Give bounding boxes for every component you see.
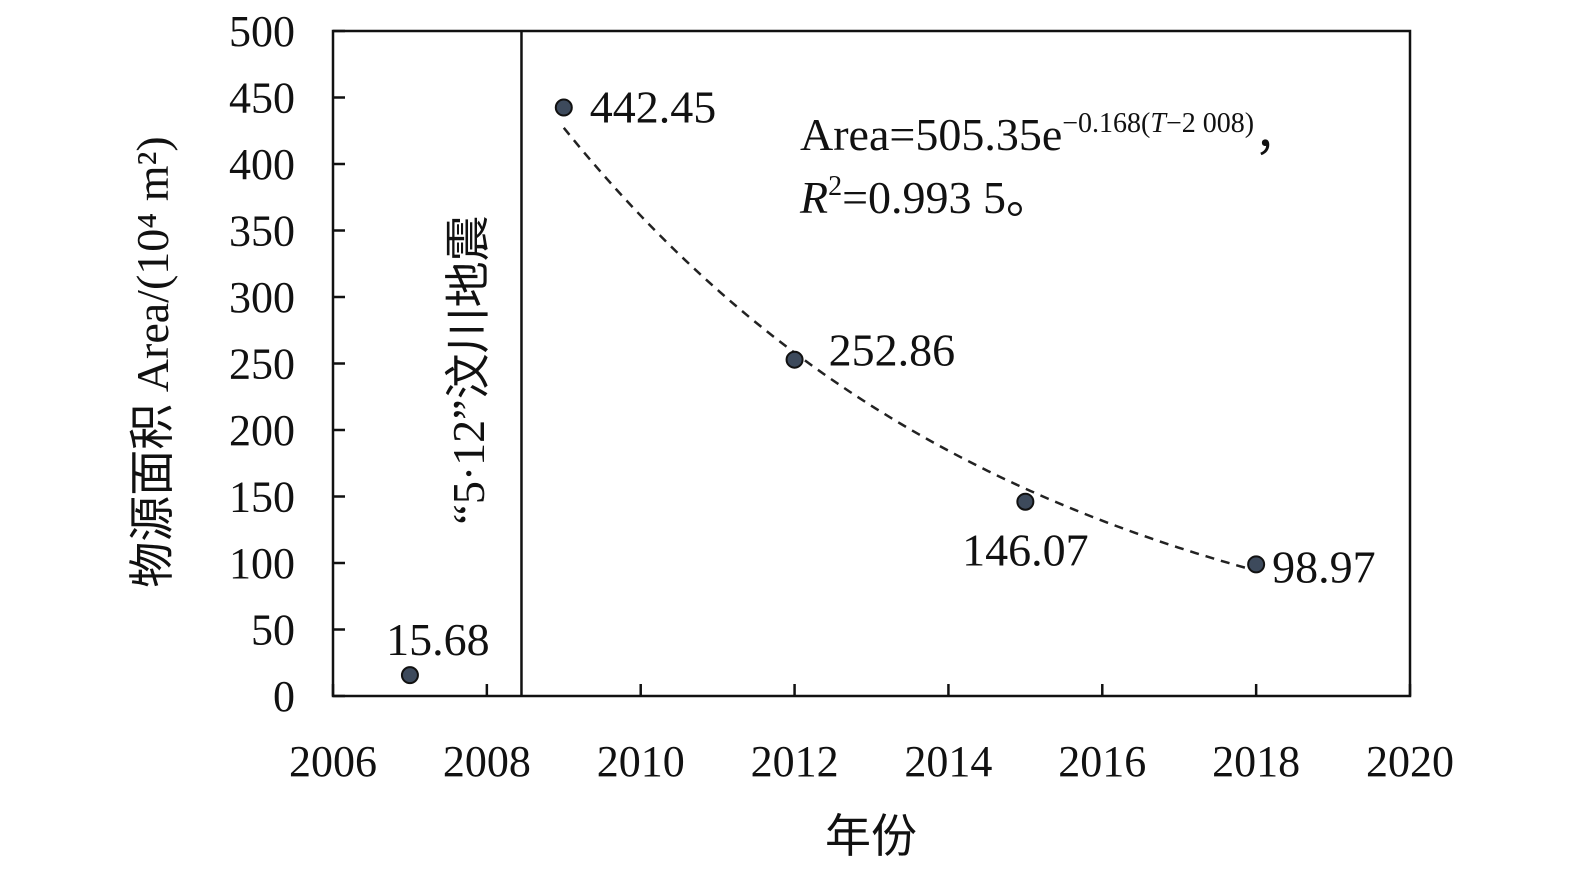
- r2-text: =0.993 5。: [842, 172, 1052, 223]
- x-tick-label: 2008: [443, 737, 531, 786]
- x-tick-label: 2014: [904, 737, 992, 786]
- data-label: 98.97: [1272, 541, 1376, 592]
- y-tick-label: 350: [229, 207, 295, 256]
- x-tick-label: 2020: [1366, 737, 1454, 786]
- r2-sup: 2: [828, 171, 842, 202]
- data-label: 146.07: [962, 525, 1089, 576]
- data-point: [1247, 555, 1266, 574]
- data-point: [1016, 492, 1035, 511]
- r2-var: R: [799, 172, 828, 223]
- fit-equation-tail: ，: [1254, 109, 1300, 160]
- y-tick-label: 450: [229, 74, 295, 123]
- fit-equation-exponent-var: T: [1150, 108, 1168, 139]
- event-label: “5·12”汶川地震: [443, 215, 494, 524]
- data-point: [554, 98, 573, 117]
- data-point: [400, 666, 419, 685]
- x-tick-label: 2006: [289, 737, 377, 786]
- y-tick-label: 400: [229, 140, 295, 189]
- y-tick-label: 500: [229, 7, 295, 56]
- y-tick-label: 100: [229, 539, 295, 588]
- data-point: [785, 350, 804, 369]
- y-tick-label: 150: [229, 473, 295, 522]
- fit-equation-main: Area=505.35e: [800, 109, 1062, 160]
- data-points: 15.68 442.45 252.86 146.07 98.97: [386, 82, 1376, 685]
- fit-r-squared: R2=0.993 5。: [799, 171, 1052, 223]
- y-tick-label: 0: [273, 672, 295, 721]
- x-tick-label: 2018: [1212, 737, 1300, 786]
- y-tick-label: 250: [229, 340, 295, 389]
- x-tick-label: 2010: [597, 737, 685, 786]
- fit-equation: Area=505.35e−0.168(T−2 008)，: [800, 108, 1300, 160]
- x-axis-label: 年份: [825, 811, 917, 862]
- fit-equation-exponent: −0.168(: [1062, 108, 1150, 139]
- y-tick-label: 50: [251, 606, 295, 655]
- y-tick-label: 200: [229, 406, 295, 455]
- fit-equation-exponent-rest: −2 008): [1166, 108, 1254, 139]
- y-tick-label: 300: [229, 273, 295, 322]
- data-label: 252.86: [829, 325, 956, 376]
- x-tick-label: 2012: [751, 737, 839, 786]
- ticks: 0 50 100 150 200 250 300 350 400 450 500 2006 2008 20…: [229, 7, 1454, 786]
- data-label: 442.45: [590, 82, 717, 133]
- y-axis-label: 物源面积 Area/(10⁴ m²): [127, 136, 178, 587]
- data-label: 15.68: [386, 614, 490, 665]
- x-tick-label: 2016: [1058, 737, 1146, 786]
